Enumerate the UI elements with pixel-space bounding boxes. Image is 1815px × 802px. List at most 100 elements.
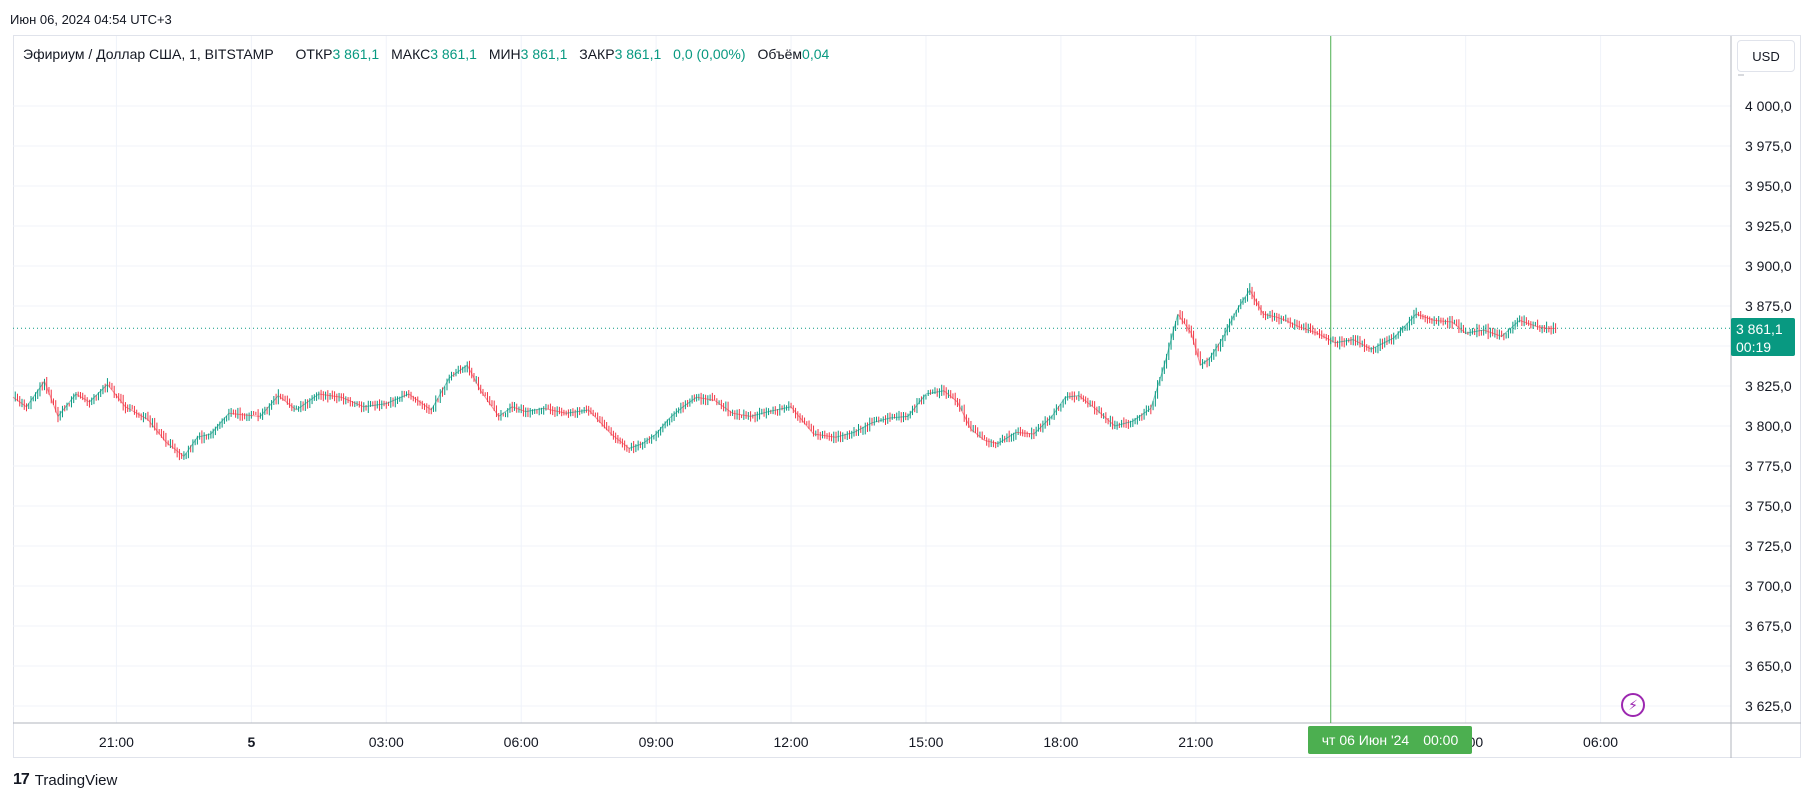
series-line-segment — [1483, 329, 1502, 337]
series-line-segment — [525, 407, 544, 413]
y-tick-label: 3 800,0 — [1745, 418, 1792, 434]
x-tick-label: 15:00 — [908, 734, 943, 750]
x-tick-label: 12:00 — [774, 734, 809, 750]
series-line-segment — [1501, 320, 1520, 337]
crosshair-date: чт 06 Июн '24 — [1321, 732, 1410, 748]
series-line-segment — [907, 393, 927, 417]
series-line-segment — [408, 393, 432, 411]
series-line-segment — [466, 364, 482, 392]
series-line-segment — [1249, 289, 1264, 315]
series-line-segment — [871, 417, 891, 424]
series-line-segment — [1177, 313, 1192, 334]
series-line-segment — [543, 407, 567, 414]
series-line-segment — [1276, 316, 1286, 321]
series-line-segment — [1033, 416, 1053, 435]
series-line-segment — [1096, 409, 1116, 427]
series-line-segment — [1263, 313, 1277, 318]
series-line-segment — [1235, 289, 1251, 312]
series-line-segment — [1537, 326, 1547, 329]
change-value: 0,0 (0,00%) — [673, 46, 746, 62]
y-tick-label: 3 925,0 — [1745, 218, 1792, 234]
series-line-segment — [1335, 339, 1354, 344]
series-line-segment — [197, 433, 212, 438]
chart-legend: Эфириум / Доллар США, 1, BITSTAMP ОТКР3 … — [23, 46, 829, 62]
series-line-segment — [1393, 313, 1417, 339]
series-line-segment — [1200, 358, 1210, 366]
series-line-segment — [1163, 313, 1179, 366]
series-line-segment — [566, 409, 589, 414]
y-tick-label: 3 875,0 — [1745, 298, 1792, 314]
y-tick-label: 3 900,0 — [1745, 258, 1792, 274]
currency-button[interactable]: USD — [1737, 40, 1795, 72]
series-line-segment — [498, 406, 513, 417]
header-datetime: Июн 06, 2024 04:54 UTC+3 — [10, 12, 172, 27]
series-line-segment — [853, 422, 873, 433]
series-line-segment — [682, 396, 697, 408]
series-line-segment — [732, 412, 751, 417]
series-line-segment — [835, 431, 855, 438]
series-line-segment — [1078, 395, 1098, 411]
x-tick-label: 06:00 — [1583, 734, 1618, 750]
series-line-segment — [165, 441, 185, 457]
y-tick-label: 4 000,0 — [1745, 98, 1792, 114]
series-line-segment — [125, 406, 149, 421]
close-value: 3 861,1 — [614, 46, 662, 62]
y-tick-label: 3 825,0 — [1745, 378, 1792, 394]
tradingview-brand[interactable]: 17 TradingView — [13, 771, 117, 789]
series-line-segment — [1190, 333, 1201, 366]
x-tick-label: 06:00 — [504, 734, 539, 750]
series-line-segment — [1222, 310, 1237, 339]
series-line-segment — [278, 395, 297, 411]
series-line-segment — [57, 393, 77, 417]
series-line-segment — [997, 431, 1017, 445]
series-line-segment — [889, 415, 909, 419]
x-tick-label: 21:00 — [1178, 734, 1213, 750]
series-line-segment — [714, 399, 733, 414]
series-line-segment — [957, 401, 972, 430]
series-line-segment — [655, 417, 671, 435]
series-line-segment — [984, 439, 999, 445]
y-tick-label: 3 750,0 — [1745, 498, 1792, 514]
series-line-segment — [790, 406, 814, 435]
x-tick-label: 03:00 — [369, 734, 404, 750]
series-line-segment — [1352, 339, 1372, 350]
x-tick-label: 09:00 — [639, 734, 674, 750]
series-line-segment — [147, 419, 167, 443]
series-line-segment — [1051, 396, 1066, 417]
series-line-segment — [1150, 365, 1165, 409]
volume-value: 0,04 — [802, 46, 830, 62]
high-label: МАКС — [391, 46, 431, 62]
series-line-segment — [1132, 407, 1152, 422]
last-price-badge: 3 861,1 00:19 — [1731, 318, 1795, 356]
series-line-segment — [669, 406, 684, 419]
open-value: 3 861,1 — [332, 46, 380, 62]
series-line-segment — [925, 390, 945, 395]
last-price-value: 3 861,1 — [1736, 321, 1783, 337]
series-line-segment — [89, 384, 108, 403]
series-line-segment — [628, 443, 643, 449]
series-line-segment — [1434, 319, 1453, 323]
volume-label: Объём — [757, 46, 803, 62]
series-line-segment — [242, 414, 261, 417]
lightning-icon[interactable]: ⚡ — [1621, 693, 1645, 717]
series-line-segment — [183, 436, 198, 457]
series-line-segment — [1416, 313, 1435, 321]
series-line-segment — [1285, 319, 1300, 328]
series-line-segment — [588, 409, 612, 435]
symbol-name[interactable]: Эфириум / Доллар США, 1, BITSTAMP — [23, 46, 274, 62]
series-line-segment — [430, 377, 450, 411]
series-line-segment — [318, 393, 342, 398]
high-value: 3 861,1 — [430, 46, 477, 62]
series-line-segment — [1015, 431, 1034, 435]
y-tick-label: 3 725,0 — [1745, 538, 1792, 554]
y-tick-label: 3 650,0 — [1745, 658, 1792, 674]
series-line-segment — [12, 396, 27, 408]
series-line-segment — [642, 433, 657, 445]
y-tick-label: 3 625,0 — [1745, 698, 1792, 714]
series-line-segment — [1519, 319, 1538, 328]
series-line-segment — [210, 412, 230, 435]
series-line-segment — [44, 381, 59, 417]
series-line-segment — [296, 393, 320, 411]
y-tick-label: 3 775,0 — [1745, 458, 1792, 474]
